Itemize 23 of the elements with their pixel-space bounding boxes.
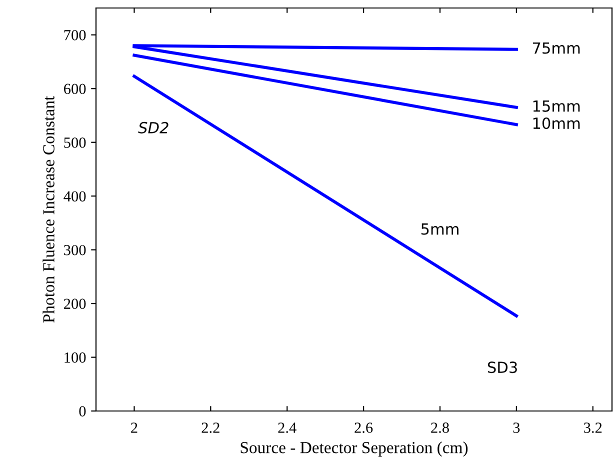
x-axis-title: Source - Detector Seperation (cm) (240, 442, 468, 457)
series-label: 5mm (421, 223, 458, 235)
x-tick-label: 2.2 (202, 422, 220, 433)
y-tick-label: 500 (64, 137, 86, 148)
y-tick-label: 100 (64, 352, 86, 363)
y-tick-label: 400 (64, 191, 86, 202)
x-tick-label: 3.2 (584, 422, 602, 433)
y-tick-label: 600 (64, 84, 86, 94)
y-tick-label: 0 (79, 406, 86, 416)
x-tick-label: 2.6 (354, 422, 373, 433)
x-tick-label: 2.4 (278, 422, 296, 433)
annotation: SD3 (488, 362, 517, 374)
y-axis-title: Photon Fluence Increase Constant (42, 96, 54, 323)
y-tick-label: 300 (64, 244, 86, 256)
series-label: 15mm (533, 100, 580, 112)
x-tick-label: 2.8 (431, 422, 449, 433)
annotation: SD2 (138, 122, 168, 134)
series-label: 75mm (532, 42, 580, 54)
y-tick-label: 700 (64, 30, 86, 40)
x-tick-label: 2 (131, 422, 138, 433)
x-tick-label: 3 (513, 422, 520, 433)
y-tick-label: 200 (64, 298, 86, 309)
series-label: 10mm (533, 117, 580, 130)
